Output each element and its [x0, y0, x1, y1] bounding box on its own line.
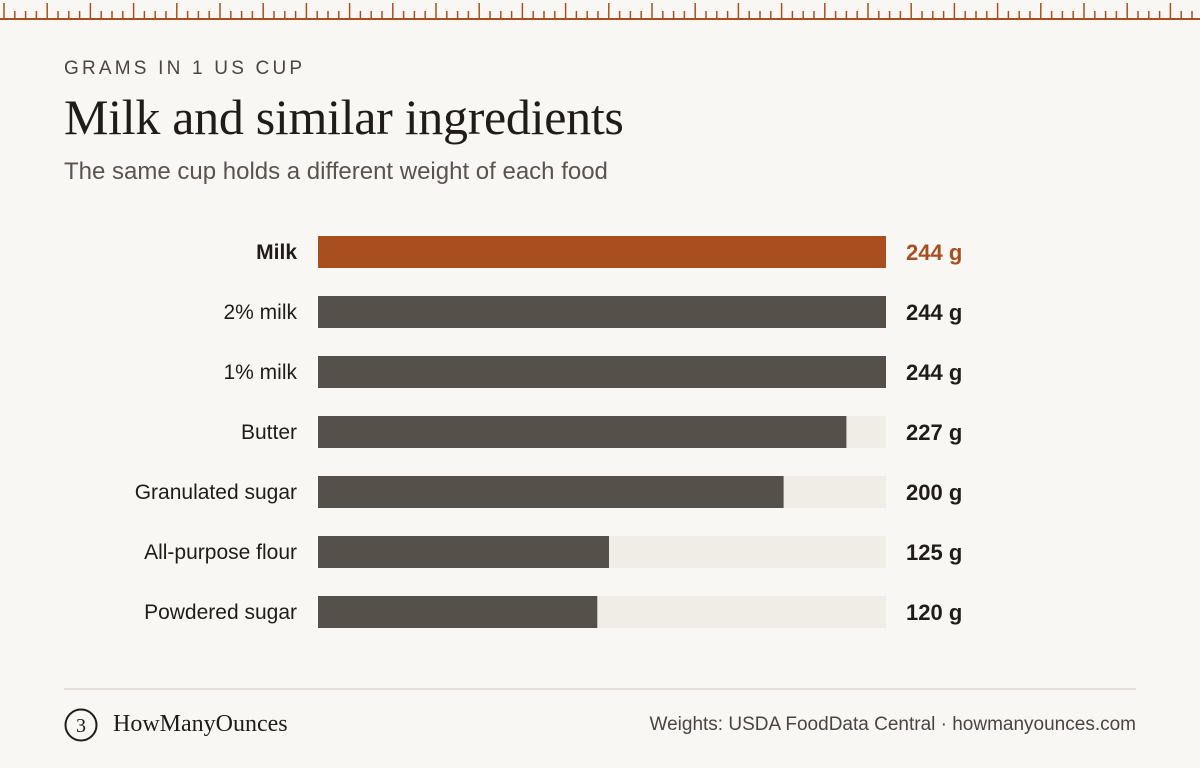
bar-label: All-purpose flour [144, 541, 297, 564]
bar [318, 416, 847, 448]
source-note: Weights: USDA FoodData Central · howmany… [649, 714, 1136, 735]
svg-text:3: 3 [76, 715, 86, 737]
bar-label: Granulated sugar [135, 481, 297, 504]
bar-label: Milk [256, 241, 297, 264]
bar [318, 296, 886, 328]
bar-label: Butter [241, 421, 297, 444]
bar [318, 596, 598, 628]
brand-name: HowManyOunces [113, 711, 288, 737]
numeral-three-circle-icon: 3 [64, 708, 98, 742]
value-label: 200 g [906, 480, 962, 505]
value-label: 244 g [906, 240, 962, 265]
bar [318, 536, 609, 568]
eyebrow-label: GRAMS IN 1 US CUP [64, 58, 306, 79]
value-label: 227 g [906, 420, 962, 445]
footer-divider [64, 688, 1136, 690]
chart-title: Milk and similar ingredients [64, 89, 624, 145]
bar [318, 476, 784, 508]
value-label: 244 g [906, 300, 962, 325]
ruler-decoration [0, 3, 1200, 20]
value-label: 244 g [906, 360, 962, 385]
chart-subtitle: The same cup holds a different weight of… [64, 158, 608, 185]
bar-label: 1% milk [223, 361, 297, 384]
bar-label: 2% milk [223, 301, 297, 324]
bar [318, 236, 886, 268]
bar-label: Powdered sugar [144, 601, 297, 624]
value-label: 120 g [906, 600, 962, 625]
bar [318, 356, 886, 388]
value-label: 125 g [906, 540, 962, 565]
bar-chart: Milk 244 g 2% milk 244 g 1% milk 244 g Butter 2… [135, 236, 962, 628]
